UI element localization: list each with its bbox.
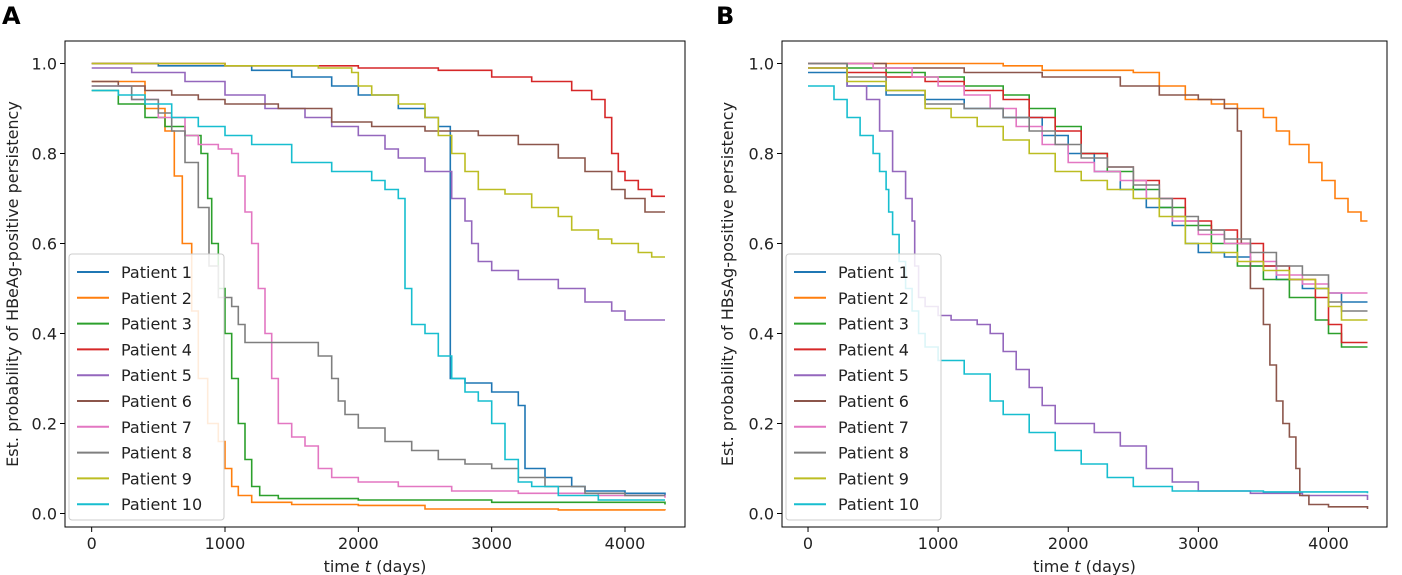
y-tick-label: 0.2 [32, 415, 57, 434]
legend-label-patient-5: Patient 5 [838, 366, 909, 385]
legend-label-patient-7: Patient 7 [121, 418, 192, 437]
y-tick-label: 0.4 [749, 325, 774, 344]
x-tick-label: 1000 [918, 534, 959, 553]
y-tick-label: 0.8 [32, 145, 57, 164]
series-line-patient-7 [808, 62, 1368, 294]
legend-label-patient-1: Patient 1 [121, 263, 192, 282]
legend-label-patient-4: Patient 4 [838, 340, 909, 359]
series-group [91, 62, 666, 511]
legend-label-patient-9: Patient 9 [838, 469, 909, 488]
x-axis-label-variable: t [365, 557, 372, 575]
series-line-patient-8 [808, 62, 1368, 312]
series-line-patient-10 [91, 89, 665, 501]
legend-label-patient-6: Patient 6 [121, 392, 192, 411]
series-line-patient-8 [91, 85, 665, 497]
series-line-patient-9 [808, 67, 1368, 321]
x-tick-label: 2000 [1048, 534, 1089, 553]
x-axis-label: time t (days) [324, 557, 427, 575]
y-tick-label: 0.4 [32, 325, 57, 344]
legend-label-patient-7: Patient 7 [838, 418, 909, 437]
legend-label-patient-8: Patient 8 [121, 444, 192, 463]
x-tick-label: 2000 [338, 534, 379, 553]
legend-label-patient-2: Patient 2 [121, 289, 192, 308]
y-tick-label: 1.0 [32, 55, 57, 74]
legend: Patient 1 Patient 2 Patient 3 Patient 4 Pati… [785, 253, 942, 521]
legend-label-patient-10: Patient 10 [121, 495, 202, 514]
axes-frame [64, 40, 686, 528]
x-axis-label-suffix: (days) [371, 557, 426, 575]
x-tick-label: 4000 [1308, 534, 1349, 553]
x-axis-label-prefix: time [1033, 557, 1074, 575]
legend-label-patient-2: Patient 2 [838, 289, 909, 308]
y-tick-label: 1.0 [749, 55, 774, 74]
x-tick-label: 1000 [205, 534, 246, 553]
panel-b: B 0 1000 2000 3000 4000 0.0 0.2 0.4 0.6 0.8 1.0 time… [716, 2, 1388, 575]
x-tick-label: 0 [87, 534, 97, 553]
panel-label: A [2, 2, 21, 30]
y-tick-label: 0.6 [32, 235, 57, 254]
series-line-patient-6 [91, 80, 665, 213]
legend-label-patient-9: Patient 9 [121, 469, 192, 488]
legend-label-patient-8: Patient 8 [838, 444, 909, 463]
series-line-patient-5 [808, 67, 1369, 500]
y-tick-label: 0.6 [749, 235, 774, 254]
x-axis-label: time t (days) [1033, 557, 1136, 575]
legend-label-patient-6: Patient 6 [838, 392, 909, 411]
x-axis-label-prefix: time [324, 557, 365, 575]
legend-label-patient-4: Patient 4 [121, 340, 192, 359]
x-axis-label-variable: t [1074, 557, 1081, 575]
y-tick-label: 0.0 [32, 505, 57, 524]
legend: Patient 1 Patient 2 Patient 3 Patient 4 Pati… [68, 253, 225, 521]
panel-label: B [716, 2, 734, 30]
series-line-patient-5 [91, 67, 665, 321]
legend-label-patient-10: Patient 10 [838, 495, 919, 514]
y-tick-label: 0.8 [749, 145, 774, 164]
y-axis-label: Est. probability of HBsAg-positive persi… [718, 102, 737, 466]
series-line-patient-7 [91, 85, 666, 498]
x-axis-label-suffix: (days) [1081, 557, 1136, 575]
legend-label-patient-3: Patient 3 [121, 315, 192, 334]
x-tick-label: 4000 [605, 534, 646, 553]
x-tick-label: 3000 [471, 534, 512, 553]
y-tick-label: 0.2 [749, 415, 774, 434]
axes-frame [781, 40, 1388, 528]
series-line-patient-9 [91, 62, 665, 258]
x-tick-label: 3000 [1178, 534, 1219, 553]
series-line-patient-3 [91, 89, 666, 505]
series-line-patient-4 [91, 62, 665, 198]
legend-label-patient-3: Patient 3 [838, 315, 909, 334]
series-line-patient-2 [91, 80, 666, 511]
series-line-patient-6 [808, 62, 1369, 509]
series-line-patient-2 [808, 62, 1368, 222]
legend-label-patient-1: Patient 1 [838, 263, 909, 282]
legend-label-patient-5: Patient 5 [121, 366, 192, 385]
x-tick-label: 0 [803, 534, 813, 553]
panel-a: A 0 1000 2000 3000 4000 0.0 0.2 0.4 0.6 0.8 1.0 time… [2, 2, 686, 575]
y-axis-label: Est. probability of HBeAg-positive persi… [3, 101, 22, 467]
y-tick-label: 0.0 [749, 505, 774, 524]
